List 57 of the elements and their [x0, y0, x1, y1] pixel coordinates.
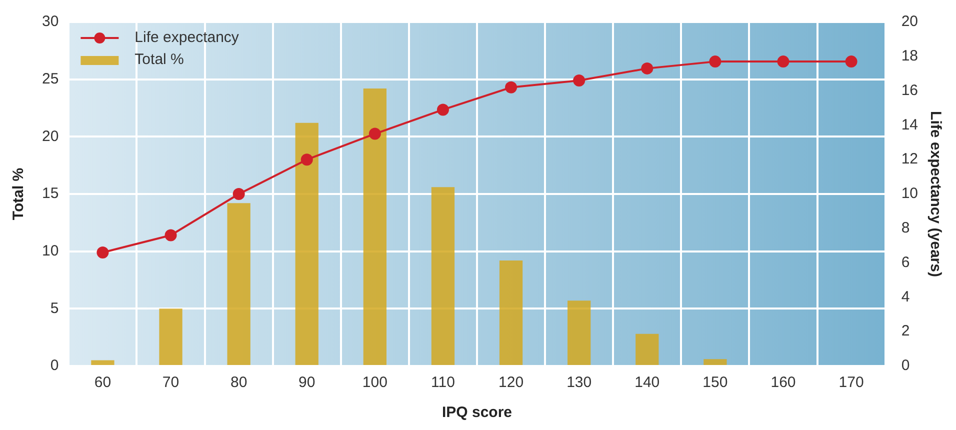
- y-tick-label: 15: [42, 185, 59, 202]
- legend-label: Total %: [134, 51, 184, 68]
- y-tick-label: 20: [42, 128, 59, 145]
- bar: [363, 88, 386, 365]
- x-tick-label: 140: [634, 374, 660, 392]
- bar: [568, 300, 591, 365]
- point: [573, 74, 586, 86]
- x-tick-label: 120: [498, 374, 524, 392]
- point: [709, 56, 722, 68]
- x-tick-label: 70: [162, 374, 180, 392]
- x-tick-label: 60: [94, 374, 112, 392]
- bar: [431, 187, 455, 365]
- y2-tick-label: 14: [901, 116, 918, 134]
- y-tick-label: 30: [42, 13, 59, 30]
- point: [232, 188, 245, 200]
- y2-tick-label: 20: [901, 13, 918, 30]
- y2-tick-label: 4: [901, 288, 910, 306]
- bar: [159, 308, 182, 365]
- x-tick-label: 110: [431, 374, 455, 392]
- y2-tick-label: 0: [901, 357, 910, 374]
- x-tick-label: 90: [298, 374, 316, 392]
- bar: [499, 260, 523, 365]
- y2-tick-label: 10: [901, 185, 918, 202]
- y2-axis-title: Life expectancy (years): [926, 111, 944, 277]
- point: [777, 56, 790, 68]
- x-axis-title: IPQ score: [442, 404, 512, 422]
- x-tick-label: 130: [566, 374, 592, 392]
- x-tick-label: 160: [770, 374, 796, 392]
- y-axis-title: Total %: [10, 168, 28, 220]
- y-tick-label: 25: [42, 70, 59, 88]
- y2-tick-label: 8: [901, 220, 910, 237]
- y2-tick-label: 2: [901, 322, 910, 340]
- y2-tick-label: 18: [901, 48, 918, 65]
- y-tick-label: 10: [42, 242, 59, 260]
- y2-tick-label: 16: [901, 82, 918, 99]
- y2-tick-label: 6: [901, 254, 910, 271]
- bar: [295, 122, 318, 365]
- point: [641, 62, 654, 74]
- bar: [704, 359, 727, 365]
- y2-tick-label: 12: [901, 150, 918, 168]
- point: [96, 246, 109, 258]
- point: [436, 104, 449, 116]
- x-tick-label: 80: [230, 374, 248, 392]
- point: [300, 154, 313, 166]
- y-tick-label: 0: [50, 357, 59, 374]
- point: [368, 128, 381, 140]
- bar: [227, 203, 250, 365]
- legend-label: Life expectancy: [134, 29, 240, 46]
- point: [505, 81, 518, 94]
- point: [164, 229, 177, 242]
- point: [845, 56, 858, 68]
- x-tick-label: 150: [702, 374, 728, 392]
- y-tick-label: 5: [50, 300, 59, 317]
- x-tick-label: 100: [362, 374, 388, 392]
- bar: [91, 360, 114, 365]
- x-tick-label: 170: [838, 374, 864, 392]
- bar: [636, 334, 659, 365]
